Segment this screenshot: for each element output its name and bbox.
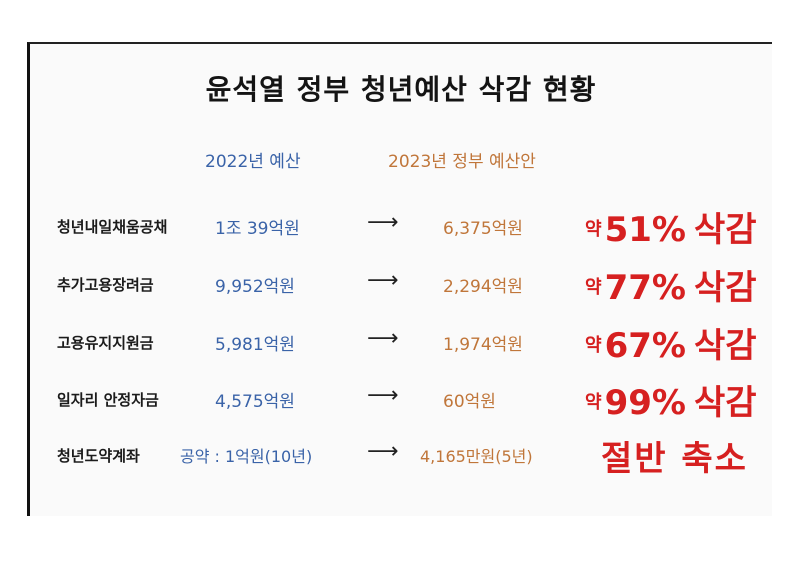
program-name: 청년내일채움공채 [57,218,168,236]
approx-prefix: 약 [585,277,602,298]
header-2022: 2022년 예산 [205,152,301,172]
table-row: 청년내일채움공채 1조 39억원 ⟶ 6,375억원 약51% 삭감 [30,202,772,252]
budget-2022: 9,952억원 [215,277,295,297]
budget-2022: 5,981억원 [215,335,295,355]
slide-title: 윤석열 정부 청년예산 삭감 현황 [205,73,597,106]
program-name: 청년도약계좌 [57,447,140,465]
approx-prefix: 약 [585,335,602,356]
table-row: 청년도약계좌 공약 : 1억원(10년) ⟶ 4,165만원(5년) 절반 축소 [30,431,772,481]
budget-2023: 1,974억원 [443,335,523,355]
program-name: 고용유지지원금 [57,334,154,352]
cut-result: 약51% 삭감 [585,202,757,251]
cut-result: 약67% 삭감 [585,318,757,367]
program-name: 일자리 안정자금 [57,391,159,409]
cut-percent: 67% [604,326,686,366]
arrow-icon: ⟶ [367,210,399,235]
budget-2022: 4,575억원 [215,392,295,412]
cut-word: 삭감 [693,383,757,423]
cut-percent: 99% [604,383,686,423]
program-name: 추가고용장려금 [57,276,154,294]
table-row: 고용유지지원금 5,981억원 ⟶ 1,974억원 약67% 삭감 [30,318,772,368]
cut-result: 약99% 삭감 [585,375,757,424]
budget-2022: 공약 : 1억원(10년) [180,447,313,466]
cut-percent: 77% [604,268,686,308]
slide: 윤석열 정부 청년예산 삭감 현황 2022년 예산 2023년 정부 예산안 … [27,42,772,516]
table-row: 일자리 안정자금 4,575억원 ⟶ 60억원 약99% 삭감 [30,375,772,425]
arrow-icon: ⟶ [367,439,399,464]
cut-result: 약77% 삭감 [585,260,757,309]
cut-word: 삭감 [693,210,757,250]
approx-prefix: 약 [585,219,602,240]
cut-word: 삭감 [693,268,757,308]
budget-2023: 60억원 [443,392,496,412]
budget-2023: 6,375억원 [443,219,523,239]
header-2023: 2023년 정부 예산안 [388,152,536,172]
cut-percent: 51% [604,210,686,250]
arrow-icon: ⟶ [367,326,399,351]
approx-prefix: 약 [585,392,602,413]
arrow-icon: ⟶ [367,268,399,293]
budget-2023: 4,165만원(5년) [420,447,533,466]
table-row: 추가고용장려금 9,952억원 ⟶ 2,294억원 약77% 삭감 [30,260,772,310]
budget-2022: 1조 39억원 [215,219,300,239]
arrow-icon: ⟶ [367,383,399,408]
budget-2023: 2,294억원 [443,277,523,297]
cut-result: 절반 축소 [601,439,748,479]
cut-word: 삭감 [693,326,757,366]
